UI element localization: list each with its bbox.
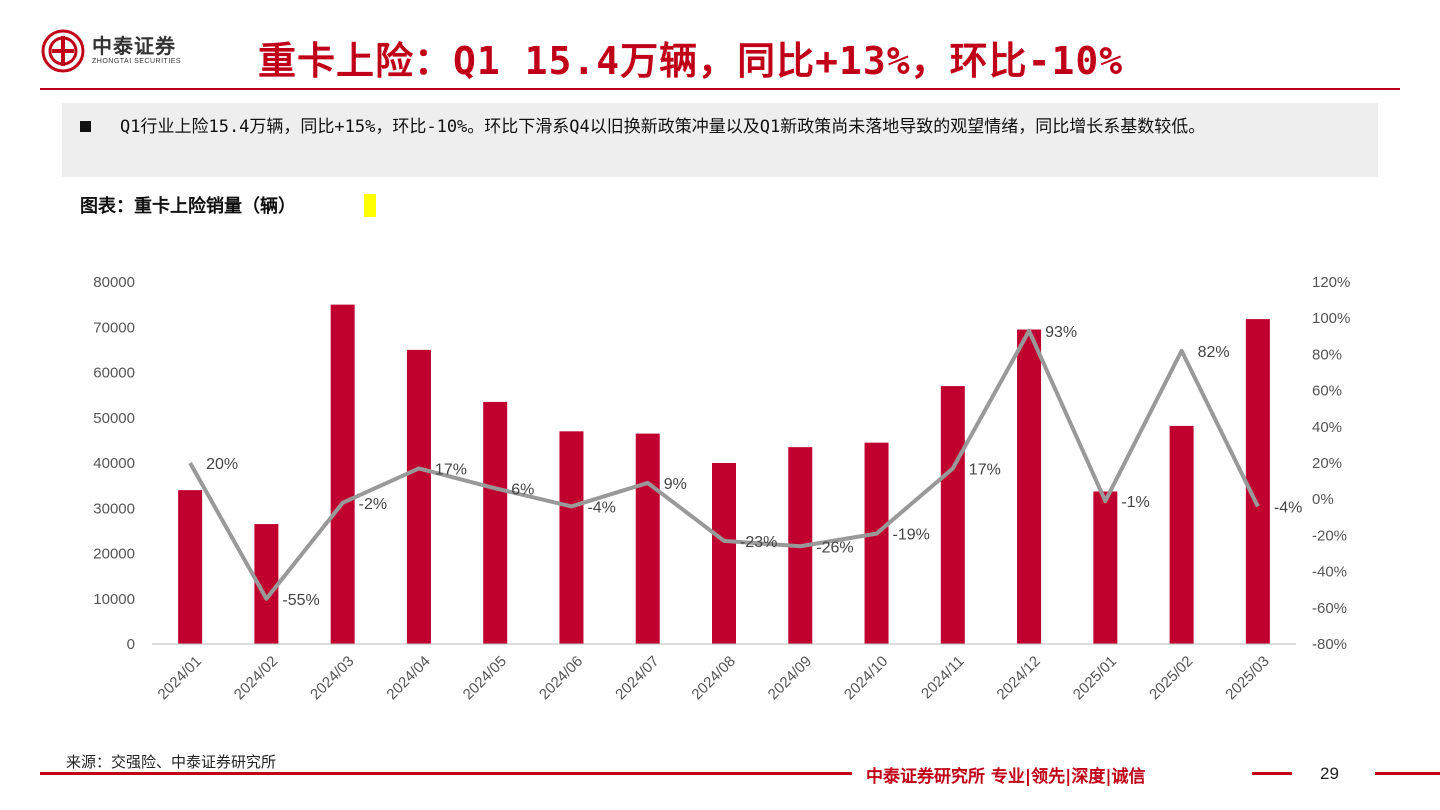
x-tick-label: 2025/02 [1146,653,1196,703]
figure-title: 图表：重卡上险销量（辆） [80,196,296,217]
x-tick-label: 2024/12 [994,653,1044,703]
bar [178,490,203,644]
y-right-tick-label: 100% [1312,310,1350,327]
x-tick-label: 2024/05 [460,653,510,703]
y-right-tick-label: -80% [1312,636,1347,653]
data-label: -19% [893,527,930,544]
title-divider [40,88,1400,90]
y-right-tick-label: -40% [1312,564,1347,581]
data-label: 6% [511,481,534,498]
data-label: -4% [1274,499,1302,516]
y-left-tick-label: 70000 [93,319,135,336]
footer-divider [1375,772,1440,775]
x-tick-label: 2025/03 [1222,653,1272,703]
yoy-line [188,328,1260,601]
summary-box: Q1行业上险15.4万辆，同比+15%，环比-10%。环比下滑系Q4以旧换新政策… [62,103,1378,177]
logo-name-en: ZHONGTAI SECURITIES [92,58,182,65]
y-right-tick-label: -20% [1312,527,1347,544]
y-left-tick-label: 30000 [93,500,135,517]
bar [864,442,889,644]
x-tick-label: 2024/02 [231,653,281,703]
bar [1017,329,1042,644]
x-tick-label: 2024/03 [307,653,357,703]
x-tick-label: 2024/04 [383,653,433,703]
bar [712,463,736,644]
y-left-tick-label: 20000 [93,546,135,563]
summary-text: Q1行业上险15.4万辆，同比+15%，环比-10%。环比下滑系Q4以旧换新政策… [120,117,1206,137]
x-tick-label: 2024/09 [765,653,815,703]
data-label: -4% [587,499,615,516]
bar [1169,425,1194,644]
y-left-tick-label: 60000 [93,365,135,382]
y-right-tick-label: 120% [1312,274,1350,291]
y-left-tick-label: 40000 [93,455,135,472]
footer-divider [40,772,852,775]
bullet-icon [80,121,91,132]
y-left-tick-label: 0 [127,636,135,653]
x-tick-label: 2024/10 [841,653,891,703]
logo-name: 中泰证券 [92,34,176,58]
bar [406,349,431,644]
bar [635,433,660,644]
company-logo: 中泰证券 ZHONGTAI SECURITIES [40,28,181,74]
x-tick-label: 2024/01 [155,653,205,703]
data-label: -2% [359,496,387,513]
bar [1245,319,1270,644]
data-label: 17% [969,461,1001,478]
logo-mark-icon [41,29,85,73]
source-note: 来源：交强险、中泰证券研究所 [66,753,277,771]
data-label: -1% [1121,494,1149,511]
x-tick-label: 2024/08 [688,653,738,703]
y-left-tick-label: 10000 [93,591,135,608]
bar [1093,491,1118,644]
data-label: 17% [435,461,467,478]
y-right-tick-label: 80% [1312,346,1342,363]
x-tick-label: 2025/01 [1070,653,1120,703]
bar [559,431,584,644]
data-label: -55% [282,592,319,609]
data-label: -26% [816,539,853,556]
y-right-tick-label: 20% [1312,455,1342,472]
data-label: 82% [1198,344,1230,361]
y-right-tick-label: -60% [1312,600,1347,617]
x-tick-label: 2024/11 [918,653,968,703]
y-right-tick-label: 60% [1312,383,1342,400]
data-label: -23% [740,534,777,551]
data-label: 9% [664,476,687,493]
page-number: 29 [1320,764,1339,783]
page-title: 重卡上险：Q1 15.4万辆，同比+13%，环比-10% [258,39,1124,83]
x-tick-label: 2024/06 [536,653,586,703]
bar [483,401,508,644]
y-left-tick-label: 50000 [93,410,135,427]
footer-divider [1252,772,1292,775]
data-label: 93% [1045,324,1077,341]
y-right-tick-label: 40% [1312,419,1342,436]
y-right-tick-label: 0% [1312,491,1334,508]
data-label: 20% [206,456,238,473]
x-tick-label: 2024/07 [612,653,662,703]
bar [330,304,355,644]
highlight-marker [364,194,376,217]
footer-slogan: 中泰证券研究所 专业|领先|深度|诚信 [866,767,1146,787]
bar [940,386,965,644]
y-left-tick-label: 80000 [93,274,135,291]
